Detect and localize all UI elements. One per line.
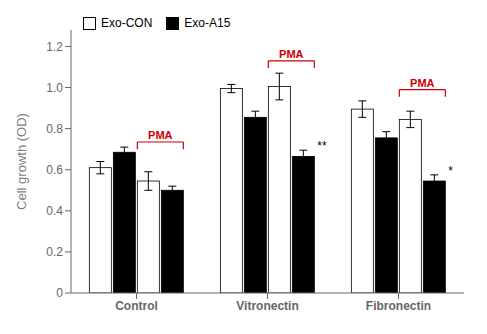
html-text:Exo-CON: Exo-CON bbox=[101, 16, 153, 30]
svg-text:0.8: 0.8 bbox=[46, 122, 63, 136]
svg-text:1.2: 1.2 bbox=[46, 40, 63, 54]
svg-text:Fibronectin: Fibronectin bbox=[366, 299, 431, 313]
svg-text:0.2: 0.2 bbox=[46, 245, 63, 259]
svg-text:Vitronectin: Vitronectin bbox=[236, 299, 298, 313]
html-text:Exo-A15: Exo-A15 bbox=[184, 16, 231, 30]
svg-text:Cell growth (OD): Cell growth (OD) bbox=[14, 113, 29, 210]
svg-text:0.4: 0.4 bbox=[46, 204, 63, 218]
svg-text:**: ** bbox=[317, 139, 327, 153]
svg-text:PMA: PMA bbox=[148, 129, 173, 141]
svg-text:Control: Control bbox=[115, 299, 158, 313]
svg-text:1.0: 1.0 bbox=[46, 81, 63, 95]
svg-text:0: 0 bbox=[56, 286, 63, 300]
svg-text:0.6: 0.6 bbox=[46, 163, 63, 177]
svg-text:*: * bbox=[448, 164, 453, 178]
svg-text:PMA: PMA bbox=[279, 48, 304, 60]
svg-text:PMA: PMA bbox=[410, 77, 435, 89]
